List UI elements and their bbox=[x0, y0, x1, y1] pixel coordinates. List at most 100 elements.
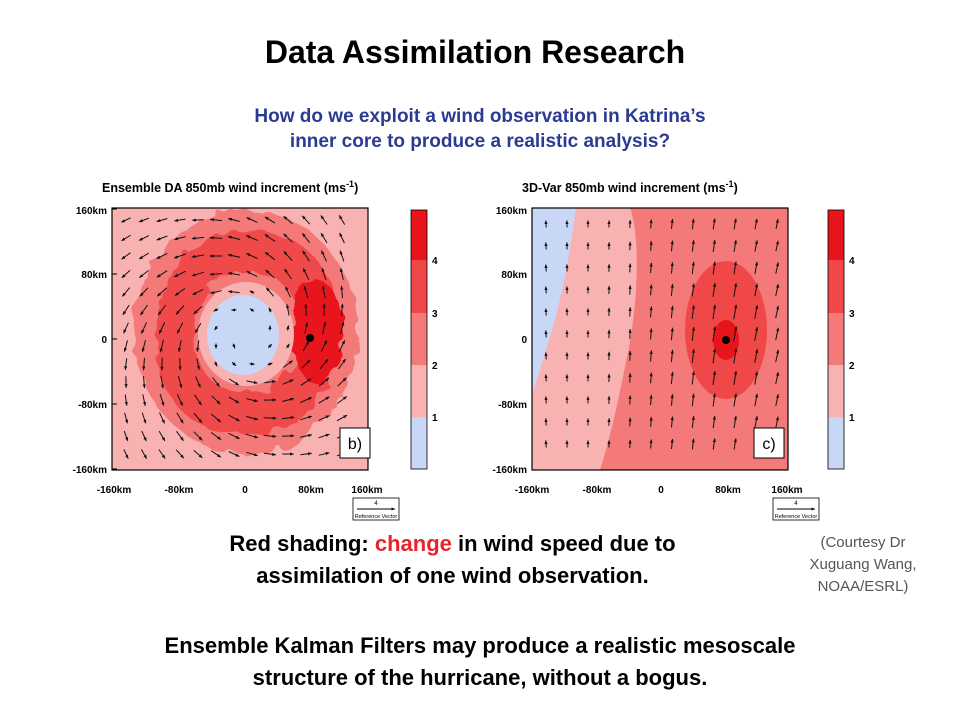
wind-arrow bbox=[267, 343, 273, 349]
wind-arrow bbox=[245, 433, 259, 439]
wind-arrow bbox=[286, 325, 290, 331]
caption-highlight: change bbox=[374, 531, 452, 556]
wind-arrow bbox=[158, 322, 166, 334]
wind-arrow bbox=[138, 252, 150, 260]
colorbar-label: 4 bbox=[849, 256, 855, 267]
wind-arrow bbox=[318, 433, 330, 439]
wind-arrow bbox=[173, 253, 186, 259]
wind-arrow bbox=[670, 305, 674, 319]
y-tick-label: 80km bbox=[501, 270, 527, 281]
wind-arrow bbox=[227, 235, 241, 240]
panel-ensemble-observation-dot bbox=[306, 334, 314, 342]
wind-arrow bbox=[712, 438, 716, 450]
wind-arrow bbox=[649, 372, 653, 384]
wind-arrow bbox=[228, 414, 240, 422]
wind-arrow bbox=[123, 430, 129, 442]
wind-arrow bbox=[282, 379, 294, 385]
panel-3dvar-label: c) bbox=[762, 436, 775, 453]
wind-arrow bbox=[228, 432, 240, 440]
wind-arrow bbox=[321, 250, 327, 262]
wind-arrow bbox=[733, 415, 737, 429]
wind-arrow bbox=[733, 304, 738, 320]
wind-arrow bbox=[691, 326, 695, 341]
wind-arrow bbox=[712, 282, 717, 297]
conclusion-line-1: Ensemble Kalman Filters may produce a re… bbox=[164, 633, 796, 658]
panel-3dvar: 3D-Var 850mb wind increment (ms-1) c) 16… bbox=[493, 179, 855, 496]
wind-arrow bbox=[318, 452, 330, 456]
wind-arrow bbox=[321, 267, 327, 281]
wind-arrow bbox=[123, 340, 128, 352]
wind-arrow bbox=[301, 215, 311, 225]
wind-arrow bbox=[691, 218, 695, 230]
panel-3dvar-label-box: c) bbox=[753, 427, 785, 459]
reference-vector-3dvar: 4 Reference Vector bbox=[772, 497, 820, 521]
wind-arrow bbox=[175, 449, 185, 459]
wind-arrow bbox=[754, 261, 759, 275]
wind-arrow bbox=[338, 340, 346, 352]
wind-arrow bbox=[191, 254, 205, 259]
panel-3dvar-shading bbox=[532, 208, 788, 470]
wind-arrow bbox=[754, 371, 759, 385]
wind-arrow bbox=[733, 239, 737, 252]
wind-arrow bbox=[318, 396, 330, 404]
wind-arrow bbox=[320, 215, 328, 225]
wind-arrow bbox=[649, 306, 653, 318]
svg-text:4: 4 bbox=[374, 501, 378, 507]
panel-ensemble-shading bbox=[112, 208, 368, 470]
wind-arrow bbox=[124, 412, 129, 424]
wind-arrow bbox=[214, 325, 218, 331]
wind-arrow bbox=[649, 394, 653, 406]
wind-arrow bbox=[140, 449, 148, 459]
wind-arrow bbox=[159, 339, 164, 353]
wind-arrow bbox=[320, 232, 328, 244]
colorbar-label: 3 bbox=[849, 309, 855, 320]
panel-3dvar-frame bbox=[531, 207, 789, 471]
wind-arrow bbox=[339, 321, 345, 335]
y-tick-label: 160km bbox=[496, 206, 527, 217]
wind-arrow bbox=[775, 262, 780, 274]
wind-arrow bbox=[140, 322, 148, 334]
wind-arrow bbox=[302, 267, 310, 280]
wind-arrow bbox=[733, 261, 738, 275]
wind-arrow bbox=[712, 348, 717, 364]
wind-arrow bbox=[159, 412, 165, 424]
wind-arrow bbox=[712, 415, 716, 429]
wind-arrow bbox=[228, 396, 240, 404]
wind-arrow bbox=[712, 239, 716, 252]
wind-arrow bbox=[733, 326, 738, 342]
wind-arrow bbox=[193, 449, 203, 459]
x-tick-label: 80km bbox=[715, 485, 741, 496]
y-tick-label: -160km bbox=[493, 465, 528, 476]
x-tick-label: 160km bbox=[351, 485, 382, 496]
wind-arrow bbox=[210, 290, 222, 295]
wind-arrow bbox=[775, 240, 779, 252]
wind-arrow bbox=[775, 416, 779, 428]
wind-arrow bbox=[156, 235, 168, 241]
x-tick-label: 0 bbox=[242, 485, 248, 496]
panel-ensemble-colorbar: 4 3 2 1 bbox=[410, 209, 438, 470]
wind-arrow bbox=[649, 416, 653, 427]
wind-arrow bbox=[121, 269, 131, 279]
wind-arrow bbox=[268, 307, 272, 313]
caption-part2: in wind speed due to bbox=[451, 531, 676, 556]
panel-3dvar-observation-dot bbox=[722, 336, 730, 344]
wind-arrow bbox=[263, 416, 277, 420]
wind-arrow bbox=[337, 396, 348, 404]
subtitle-line-1: How do we exploit a wind observation in … bbox=[254, 106, 706, 127]
wind-arrow bbox=[691, 415, 695, 428]
wind-arrow bbox=[337, 377, 347, 387]
y-tick-label: -80km bbox=[498, 400, 527, 411]
wind-arrow bbox=[775, 371, 780, 385]
wind-arrow bbox=[138, 217, 150, 223]
wind-arrow bbox=[140, 304, 148, 316]
svg-text:Reference Vector: Reference Vector bbox=[775, 514, 818, 520]
wind-increment-figure: Ensemble DA 850mb wind increment (ms-1) … bbox=[73, 179, 855, 521]
wind-arrow bbox=[691, 371, 695, 385]
wind-arrow bbox=[733, 282, 738, 297]
wind-arrow bbox=[173, 236, 186, 241]
wind-arrow bbox=[122, 304, 130, 316]
wind-arrow bbox=[712, 393, 716, 407]
wind-arrow bbox=[210, 431, 222, 441]
wind-arrow bbox=[339, 250, 345, 262]
wind-arrow bbox=[212, 377, 220, 387]
